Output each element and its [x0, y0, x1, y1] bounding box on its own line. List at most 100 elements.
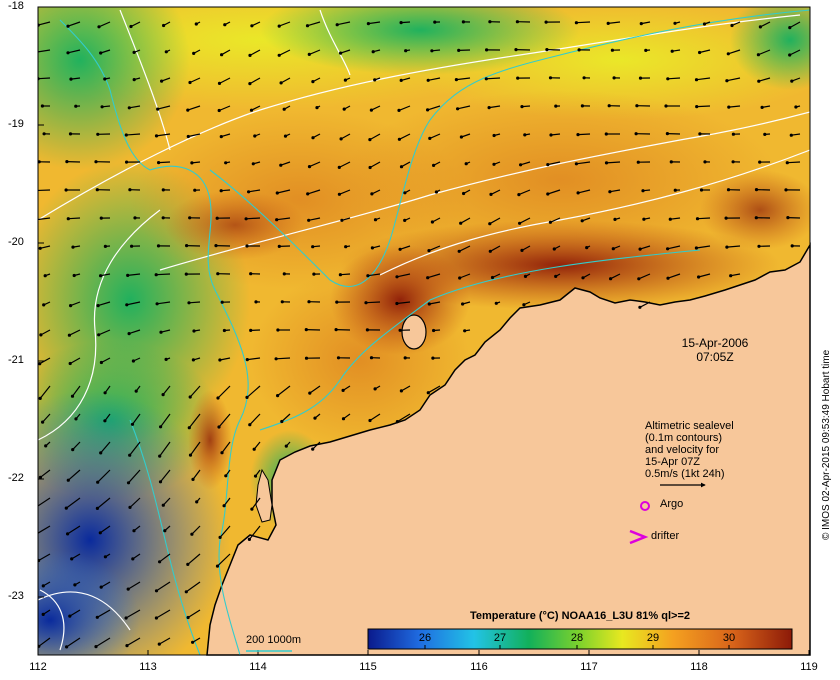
- arrow-head: [245, 395, 249, 399]
- velocity-arrow: [188, 301, 201, 304]
- velocity-arrow: [278, 21, 291, 27]
- velocity-arrow: [157, 105, 171, 110]
- velocity-arrow: [97, 609, 111, 618]
- y-tick-label: -22: [8, 472, 24, 484]
- arrow-head: [99, 360, 103, 365]
- arrow-head: [786, 216, 790, 220]
- velocity-arrow: [396, 301, 411, 305]
- arrow-head: [574, 21, 579, 25]
- arrow-head: [638, 76, 643, 80]
- axis-ticks: [37, 6, 810, 655]
- arrow-head: [249, 328, 253, 332]
- arrow-head: [188, 395, 192, 399]
- velocity-arrow: [67, 525, 81, 535]
- arrow-head: [276, 328, 280, 332]
- arrow-head: [128, 188, 132, 192]
- arrow-head: [456, 107, 460, 111]
- arrow-head: [187, 426, 191, 430]
- arrow-head: [96, 132, 100, 136]
- velocity-arrow: [189, 77, 201, 84]
- arrow-head: [757, 79, 761, 83]
- arrow-head: [154, 589, 159, 593]
- arrow-head: [311, 245, 315, 249]
- arrow-head: [161, 188, 165, 192]
- velocity-arrow: [758, 77, 771, 82]
- velocity-arrow: [40, 245, 51, 249]
- velocity-arrow: [577, 189, 591, 194]
- arrow-head: [523, 133, 527, 137]
- velocity-arrow: [249, 49, 261, 56]
- arrow-head: [66, 217, 70, 221]
- velocity-arrow: [65, 497, 81, 509]
- arrow-head: [339, 51, 343, 55]
- arrow-head: [64, 188, 68, 192]
- arrow-head: [38, 160, 41, 164]
- arrow-head: [522, 303, 526, 307]
- velocity-arrow: [158, 161, 171, 164]
- arrow-head: [698, 50, 702, 55]
- arrow-head: [279, 163, 283, 167]
- arrow-head: [373, 78, 377, 82]
- arrow-head: [638, 247, 642, 251]
- arrow-head: [399, 165, 404, 169]
- velocity-arrow: [98, 329, 111, 336]
- arrow-head: [665, 132, 670, 136]
- arrow-head: [216, 396, 220, 400]
- velocity-arrow: [130, 21, 141, 28]
- arrow-head: [74, 104, 78, 108]
- arrow-head: [131, 557, 135, 561]
- velocity-arrow: [639, 245, 651, 250]
- arrow-head: [485, 48, 489, 52]
- velocity-arrow: [156, 609, 171, 619]
- arrow-head: [673, 188, 677, 192]
- arrow-head: [125, 303, 129, 307]
- velocity-arrow: [278, 49, 291, 56]
- velocity-arrow: [127, 581, 141, 590]
- arrow-head: [277, 24, 281, 28]
- velocity-arrow: [427, 105, 441, 111]
- arrow-head: [188, 80, 192, 85]
- velocity-arrow: [397, 413, 411, 423]
- velocity-arrow: [518, 189, 531, 196]
- arrow-head: [190, 161, 194, 165]
- arrow-head: [343, 78, 347, 82]
- arrow-head: [454, 78, 458, 82]
- velocity-arrow: [340, 273, 351, 276]
- arrow-head: [130, 422, 135, 426]
- arrow-head: [70, 557, 74, 561]
- arrow-head: [432, 163, 436, 167]
- arrow-head: [280, 300, 284, 304]
- velocity-arrow: [249, 77, 261, 85]
- colorbar: [367, 628, 793, 650]
- arrow-head: [725, 79, 729, 83]
- arrow-head: [188, 453, 193, 457]
- velocity-arrow: [66, 637, 81, 648]
- arrow-head: [344, 245, 348, 249]
- arrow-head: [635, 104, 639, 108]
- velocity-arrow: [399, 133, 411, 140]
- arrow-head: [548, 220, 553, 224]
- velocity-arrow: [428, 77, 441, 81]
- arrow-head: [457, 249, 461, 253]
- arrow-head: [554, 274, 558, 278]
- arrow-head: [494, 301, 498, 305]
- arrow-head: [41, 612, 45, 617]
- velocity-arrow: [129, 497, 141, 508]
- velocity-arrow: [128, 469, 141, 484]
- arrow-head: [214, 244, 218, 248]
- arrow-head: [97, 333, 101, 337]
- velocity-arrow: [307, 21, 321, 27]
- y-tick-label: -19: [8, 118, 24, 130]
- arrow-head: [548, 76, 553, 80]
- arrow-head: [634, 132, 638, 136]
- velocity-arrow: [758, 49, 771, 56]
- arrow-head: [190, 532, 194, 536]
- arrow-head: [185, 244, 189, 248]
- arrow-head: [191, 358, 195, 362]
- arrow-head: [131, 359, 135, 363]
- arrow-head: [304, 328, 308, 332]
- arrow-head: [186, 108, 190, 112]
- arrow-head: [606, 21, 610, 25]
- velocity-arrow: [489, 105, 501, 109]
